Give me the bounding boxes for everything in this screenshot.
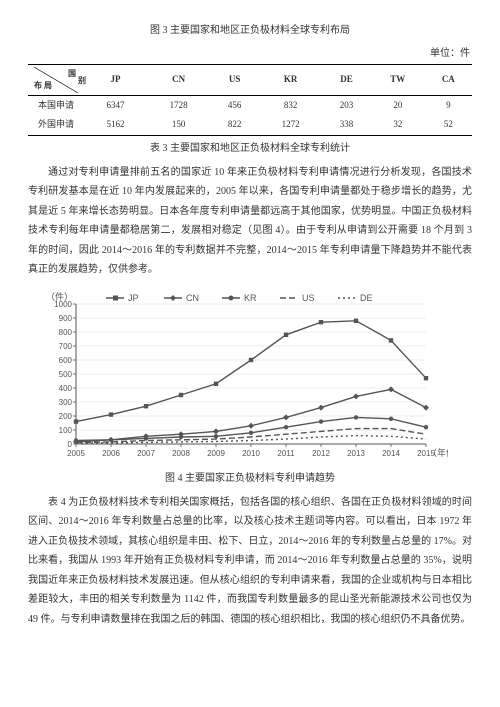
svg-text:700: 700: [59, 342, 73, 351]
corner-top-label: 国: [68, 67, 76, 81]
corner-bottom-label: 布 局: [34, 79, 52, 93]
table3-caption: 表 3 主要国家和地区正负极材料全球专利统计: [28, 140, 472, 157]
paragraph-1: 通过对专利申请量排前五名的国家近 10 年来正负极材料专利申请情况进行分析发现，…: [28, 163, 472, 280]
svg-text:（年份）: （年份）: [428, 447, 448, 458]
svg-text:200: 200: [59, 412, 73, 421]
svg-text:2005: 2005: [67, 449, 85, 458]
cell: 1272: [259, 115, 322, 135]
table3: 国 别 布 局 JP CN US KR DE TW CA 本国申请 6347 1…: [28, 64, 472, 136]
svg-text:2011: 2011: [277, 449, 295, 458]
svg-text:500: 500: [59, 370, 73, 379]
col-header: CN: [147, 65, 210, 96]
col-header: JP: [84, 65, 147, 96]
svg-text:2013: 2013: [347, 449, 365, 458]
svg-text:JP: JP: [128, 293, 139, 303]
cell: 456: [210, 96, 259, 116]
svg-text:2006: 2006: [102, 449, 120, 458]
svg-text:DE: DE: [360, 293, 373, 303]
col-header: US: [210, 65, 259, 96]
table-row: 外国申请 5162 150 822 1272 338 32 52: [28, 115, 472, 135]
col-header: DE: [322, 65, 371, 96]
svg-text:600: 600: [59, 356, 73, 365]
svg-text:CN: CN: [186, 293, 199, 303]
figure4-caption: 图 4 主要国家正负极材料专利申请趋势: [28, 470, 472, 487]
svg-text:（件）: （件）: [46, 291, 73, 302]
cell: 822: [210, 115, 259, 135]
cell: 9: [425, 96, 472, 116]
table-header-row: 国 别 布 局 JP CN US KR DE TW CA: [28, 65, 472, 96]
svg-text:400: 400: [59, 384, 73, 393]
cell: 203: [322, 96, 371, 116]
table-unit: 单位：件: [28, 45, 472, 62]
table-row: 本国申请 6347 1728 456 832 203 20 9: [28, 96, 472, 116]
col-header: TW: [371, 65, 425, 96]
cell: 832: [259, 96, 322, 116]
svg-text:800: 800: [59, 328, 73, 337]
line-chart-svg: 0100200300400500600700800900100020052006…: [28, 286, 448, 466]
figure4-chart: 0100200300400500600700800900100020052006…: [28, 286, 472, 466]
figure3-caption: 图 3 主要国家和地区正负极材料全球专利布局: [28, 22, 472, 39]
svg-text:100: 100: [59, 426, 73, 435]
row-label: 本国申请: [28, 96, 84, 116]
col-header: KR: [259, 65, 322, 96]
svg-text:2012: 2012: [312, 449, 330, 458]
svg-text:900: 900: [59, 314, 73, 323]
svg-text:300: 300: [59, 398, 73, 407]
paragraph-2: 表 4 为正负极材料技术专利相关国家概括，包括各国的核心组织、各国在正负极材料领…: [28, 493, 472, 630]
cell: 1728: [147, 96, 210, 116]
cell: 20: [371, 96, 425, 116]
svg-text:2007: 2007: [137, 449, 155, 458]
svg-text:2008: 2008: [172, 449, 190, 458]
svg-text:2010: 2010: [242, 449, 260, 458]
svg-text:US: US: [302, 293, 315, 303]
cell: 32: [371, 115, 425, 135]
cell: 5162: [84, 115, 147, 135]
col-header: CA: [425, 65, 472, 96]
cell: 150: [147, 115, 210, 135]
cell: 52: [425, 115, 472, 135]
svg-text:0: 0: [68, 440, 73, 449]
row-label: 外国申请: [28, 115, 84, 135]
svg-text:2014: 2014: [382, 449, 400, 458]
corner-right-label: 别: [78, 74, 86, 88]
svg-text:2009: 2009: [207, 449, 225, 458]
cell: 6347: [84, 96, 147, 116]
cell: 338: [322, 115, 371, 135]
svg-text:KR: KR: [244, 293, 257, 303]
table-corner-cell: 国 别 布 局: [28, 65, 84, 96]
